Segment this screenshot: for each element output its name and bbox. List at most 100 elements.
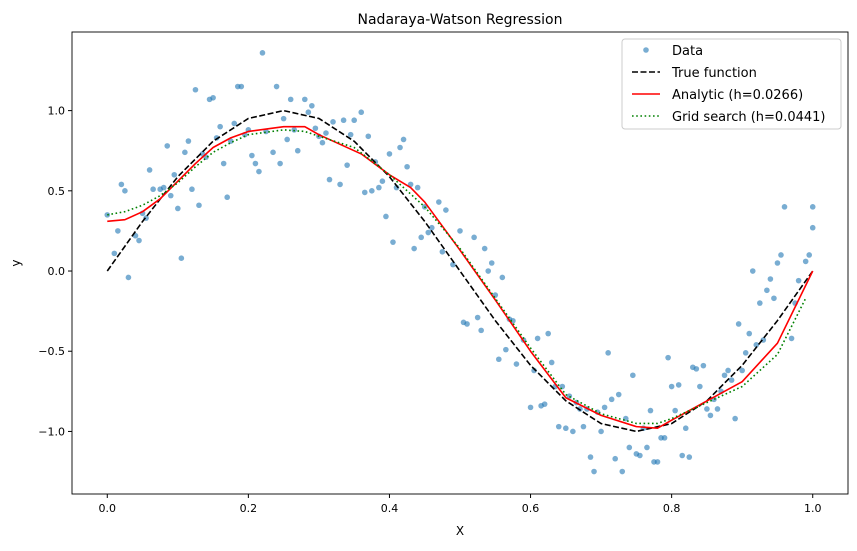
data-point [351, 117, 357, 124]
data-point [735, 321, 742, 327]
data-point [136, 237, 142, 244]
data-point [189, 186, 195, 193]
data-point [302, 96, 308, 103]
data-point [809, 224, 816, 231]
data-point [485, 268, 492, 274]
data-point [612, 455, 618, 462]
data-point [443, 207, 449, 213]
data-point [753, 342, 760, 348]
data-point [439, 248, 446, 255]
data-point [146, 167, 153, 173]
data-point [167, 192, 174, 199]
data-point [407, 181, 414, 188]
data-point [605, 350, 611, 356]
data-point [217, 123, 223, 130]
data-point [534, 335, 541, 342]
data-point [654, 459, 661, 465]
data-point [386, 151, 393, 157]
data-point [774, 260, 781, 266]
data-point [608, 396, 615, 403]
data-point [175, 205, 181, 212]
data-point [661, 435, 668, 441]
data-point [323, 130, 329, 136]
data-point [379, 178, 386, 184]
data-point [697, 383, 703, 390]
data-point [344, 162, 350, 168]
data-point [436, 199, 442, 205]
x-axis-label: X [456, 524, 464, 538]
data-point [178, 255, 185, 261]
y-tick-label: 0.5 [48, 185, 66, 198]
data-point [478, 327, 484, 334]
data-point [742, 350, 749, 356]
data-point [376, 184, 382, 191]
x-tick-label: 0.6 [522, 502, 540, 515]
data-point [115, 228, 121, 234]
data-point [287, 96, 294, 103]
data-point [548, 359, 555, 366]
data-point [707, 412, 714, 419]
data-point [471, 234, 477, 241]
data-point [122, 188, 128, 194]
data-point [400, 136, 407, 143]
data-point [224, 194, 230, 201]
legend-marker-data [643, 47, 649, 53]
data-point [767, 276, 774, 282]
data-point [644, 444, 650, 451]
legend: Data True function Analytic (h=0.0266) G… [621, 38, 842, 130]
x-tick-label: 0.8 [663, 502, 681, 515]
data-point [563, 425, 569, 432]
data-point [252, 160, 259, 167]
data-point [330, 119, 336, 125]
data-point [566, 393, 573, 399]
data-point [739, 367, 745, 374]
data-point [778, 252, 784, 258]
data-point [259, 50, 266, 56]
data-point [273, 83, 280, 90]
legend-label-analytic: Analytic (h=0.0266) [672, 88, 803, 103]
legend-label-grid: Grid search (h=0.0441) [672, 110, 826, 125]
data-point [665, 354, 671, 361]
legend-box [621, 38, 842, 130]
data-point [587, 454, 594, 460]
data-point [309, 102, 315, 109]
chart-title: Nadaraya-Watson Regression [358, 12, 563, 28]
data-point [171, 171, 178, 178]
data-point [414, 184, 421, 191]
data-point [361, 189, 368, 196]
data-point [326, 176, 333, 183]
data-point [312, 125, 319, 132]
data-point [686, 454, 693, 460]
data-point [496, 356, 502, 363]
data-point [104, 212, 111, 218]
data-point [668, 383, 675, 390]
data-point [337, 181, 343, 188]
y-tick-label: 0.0 [48, 265, 66, 278]
data-point [196, 202, 202, 209]
data-point [397, 144, 403, 151]
data-point [464, 321, 470, 327]
y-tick-label: −0.5 [38, 345, 65, 358]
data-point [591, 468, 597, 475]
data-point [781, 204, 788, 210]
data-point [764, 287, 770, 294]
data-point [647, 407, 654, 414]
data-point [277, 160, 283, 167]
data-point [704, 406, 710, 412]
y-tick-label: −1.0 [38, 425, 65, 438]
y-tick-label: 1.0 [48, 105, 66, 118]
data-point [164, 143, 171, 149]
data-point [732, 415, 738, 422]
data-point [757, 300, 763, 306]
data-point [499, 274, 506, 281]
data-point [160, 184, 167, 191]
data-point [411, 245, 417, 252]
data-point [771, 295, 777, 302]
data-point [806, 252, 812, 258]
data-point [637, 452, 643, 459]
grid-search-line [107, 129, 807, 425]
data-point [305, 109, 312, 116]
data-point [220, 160, 227, 167]
data-point [340, 117, 347, 124]
data-point [118, 181, 125, 188]
